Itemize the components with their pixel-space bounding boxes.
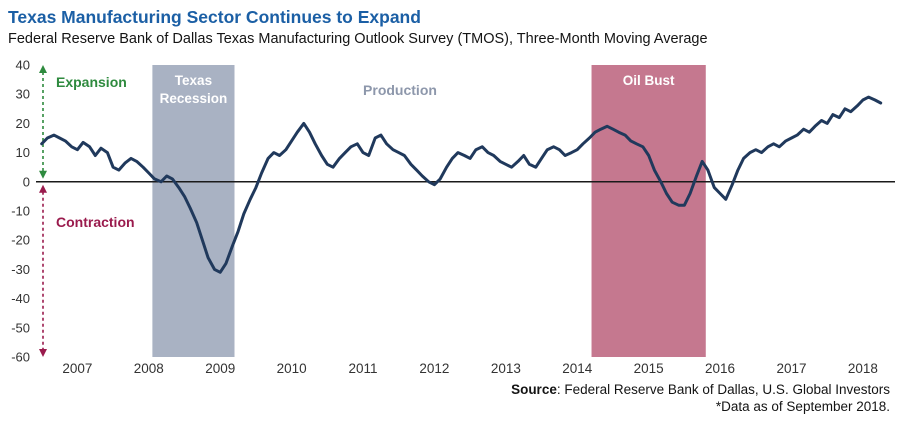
- contraction-arrowhead-up: [39, 184, 47, 193]
- band-label-texas-recession: Recession: [160, 91, 228, 106]
- x-tick-label: 2012: [419, 361, 449, 376]
- band-oil-bust: [591, 65, 706, 357]
- y-tick-label: -30: [11, 262, 30, 277]
- chart-title: Texas Manufacturing Sector Continues to …: [8, 7, 421, 27]
- y-tick-label: -50: [11, 320, 30, 335]
- expansion-arrowhead-up: [39, 65, 47, 73]
- data-note: *Data as of September 2018.: [715, 399, 890, 414]
- x-tick-label: 2008: [134, 361, 164, 376]
- chart-subtitle: Federal Reserve Bank of Dallas Texas Man…: [8, 31, 708, 47]
- y-tick-label: -40: [11, 291, 30, 306]
- contraction-label: Contraction: [56, 214, 135, 230]
- contraction-arrowhead-down: [39, 349, 47, 357]
- expansion-arrowhead-down: [39, 170, 47, 179]
- x-tick-label: 2014: [562, 361, 593, 376]
- chart-footer: Source: Federal Reserve Bank of Dallas, …: [0, 381, 900, 415]
- x-tick-label: 2009: [205, 361, 235, 376]
- y-tick-label: 30: [16, 87, 30, 102]
- band-label-texas-recession: Texas: [175, 73, 212, 88]
- production-series-label: Production: [363, 82, 437, 98]
- x-tick-label: 2015: [634, 361, 664, 376]
- band-label-oil-bust: Oil Bust: [623, 73, 675, 88]
- y-tick-label: -20: [11, 233, 30, 248]
- y-tick-label: 10: [16, 145, 30, 160]
- y-tick-label: 40: [16, 58, 30, 73]
- y-tick-label: 0: [23, 174, 30, 189]
- source-label: Source: [511, 382, 557, 397]
- source-text: : Federal Reserve Bank of Dallas, U.S. G…: [556, 382, 890, 397]
- source-line: Source: Federal Reserve Bank of Dallas, …: [0, 381, 890, 398]
- chart-header: Texas Manufacturing Sector Continues to …: [0, 0, 900, 49]
- y-tick-label: -10: [11, 204, 30, 219]
- x-tick-label: 2016: [705, 361, 735, 376]
- series-line-production: [40, 95, 883, 274]
- y-tick-label: -60: [11, 350, 30, 365]
- expansion-label: Expansion: [56, 74, 127, 90]
- y-tick-label: 20: [16, 116, 30, 131]
- band-texas-recession: [152, 65, 235, 357]
- x-tick-label: 2018: [848, 361, 878, 376]
- x-tick-label: 2007: [62, 361, 92, 376]
- x-tick-label: 2013: [491, 361, 521, 376]
- x-tick-label: 2010: [277, 361, 307, 376]
- x-tick-label: 2011: [349, 361, 378, 376]
- x-tick-label: 2017: [776, 361, 806, 376]
